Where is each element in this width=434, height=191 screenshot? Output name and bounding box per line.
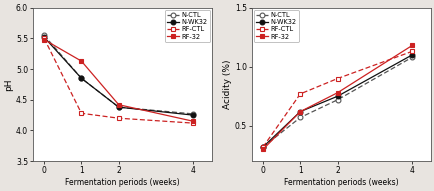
Y-axis label: Acidity (%): Acidity (%) xyxy=(223,60,231,109)
Legend: N-CTL, N-WK32, RF-CTL, RF-32: N-CTL, N-WK32, RF-CTL, RF-32 xyxy=(165,10,210,42)
Legend: N-CTL, N-WK32, RF-CTL, RF-32: N-CTL, N-WK32, RF-CTL, RF-32 xyxy=(253,10,298,42)
X-axis label: Fermentation periods (weeks): Fermentation periods (weeks) xyxy=(65,178,179,187)
X-axis label: Fermentation periods (weeks): Fermentation periods (weeks) xyxy=(283,178,398,187)
Y-axis label: pH: pH xyxy=(4,78,13,91)
